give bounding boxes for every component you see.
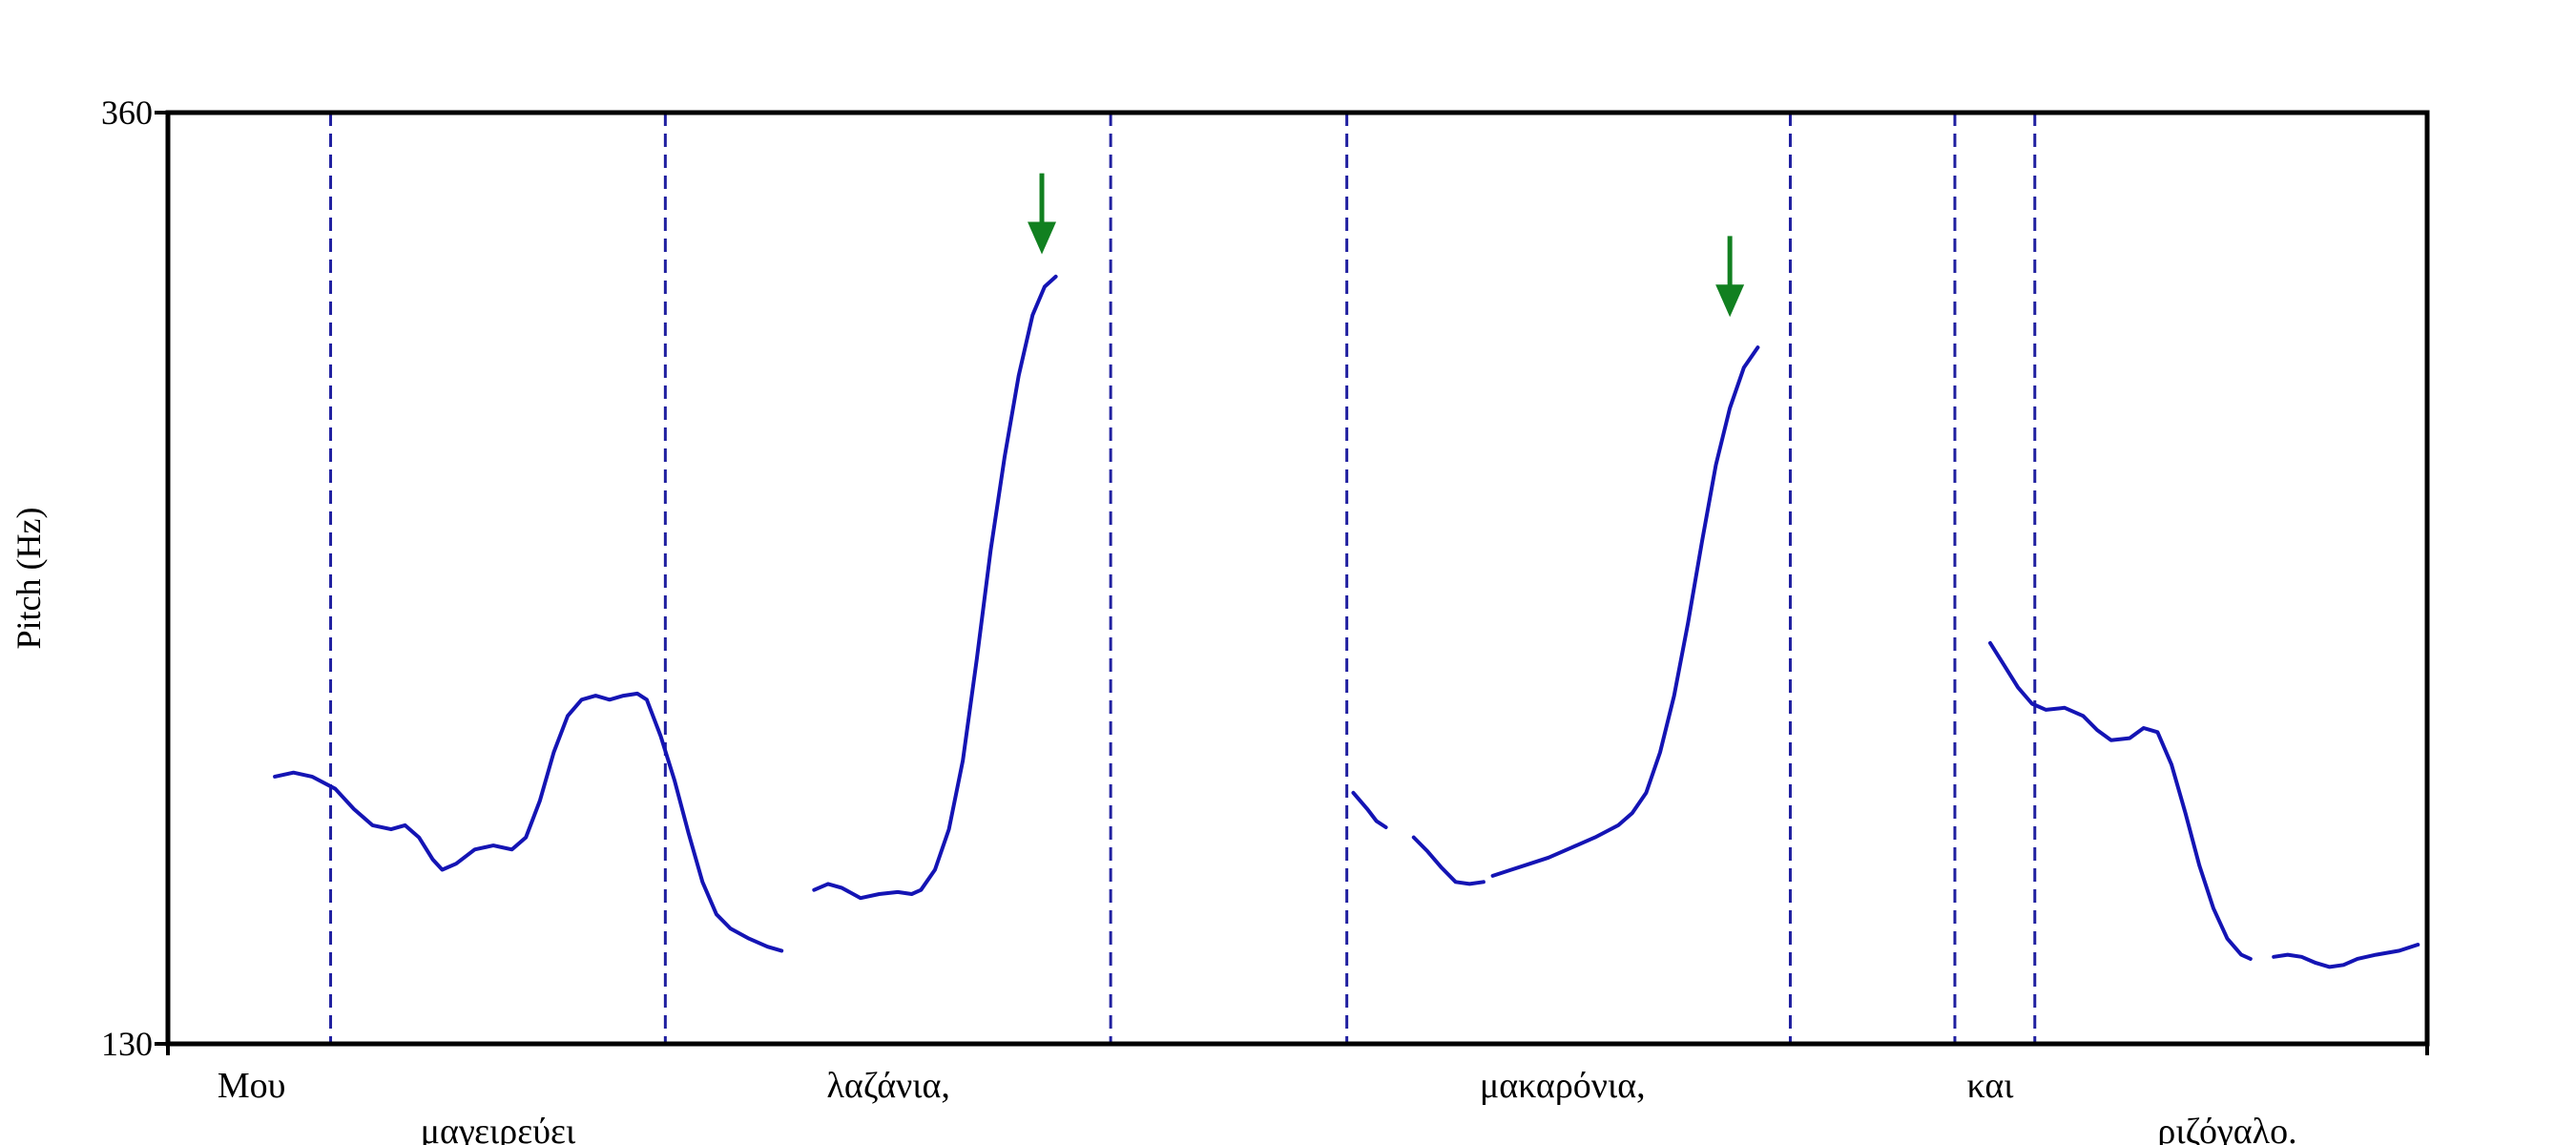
word-label-2: μαγειρεύει (421, 1112, 576, 1145)
pitch-contour (273, 274, 2420, 969)
pitch-segment-5 (1490, 345, 1760, 878)
y-tick-label-360: 360 (101, 94, 153, 132)
pitch-segment-4 (1411, 835, 1485, 886)
word-labels: Μου μαγειρεύει λαζάνια, μακαρόνια, και ριζόγα… (218, 1066, 2297, 1145)
peak-arrow-1 (1028, 173, 1057, 255)
word-label-4: μακαρόνια, (1480, 1066, 1646, 1106)
pitch-segment-1 (273, 691, 784, 953)
pitch-peak-arrows (1028, 173, 1745, 318)
pitch-segment-2 (812, 274, 1058, 901)
axis-ticks: 130 360 (101, 94, 2429, 1063)
word-label-3: λαζάνια, (827, 1066, 950, 1106)
peak-arrow-2 (1715, 236, 1745, 318)
y-axis-label: Pitch (Hz) (10, 508, 48, 650)
word-boundaries (329, 113, 2037, 1044)
pitch-segment-3 (1351, 790, 1388, 829)
word-label-6: ριζόγαλο. (2157, 1112, 2296, 1145)
pitch-segment-6 (1988, 640, 2253, 961)
plot-frame (165, 110, 2430, 1047)
y-tick-label-130: 130 (101, 1025, 153, 1063)
pitch-segment-7 (2272, 943, 2420, 969)
word-label-1: Μου (218, 1066, 286, 1106)
word-label-5: και (1967, 1066, 2015, 1106)
